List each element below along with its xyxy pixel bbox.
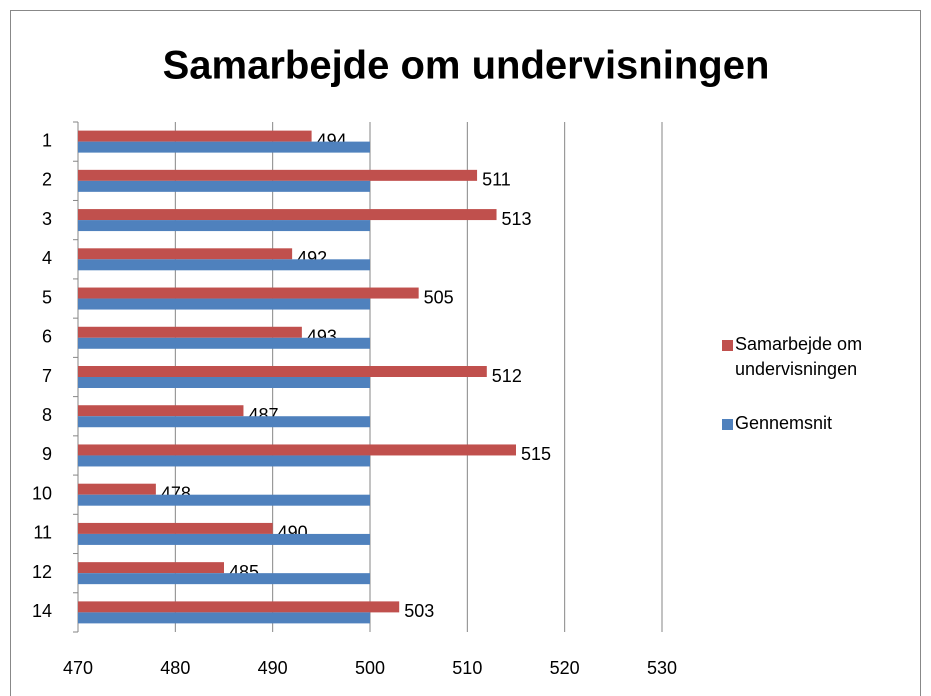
bar <box>78 180 370 192</box>
y-tick-label: 3 <box>42 209 52 229</box>
y-tick-label: 10 <box>32 483 52 503</box>
bar <box>78 444 516 456</box>
bar <box>78 337 370 349</box>
y-tick-label: 9 <box>42 444 52 464</box>
bar <box>78 494 370 506</box>
y-tick-label: 5 <box>42 287 52 307</box>
bar <box>78 416 370 428</box>
x-tick-label: 530 <box>647 658 677 678</box>
data-label: 515 <box>521 444 551 464</box>
bar <box>78 377 370 388</box>
bar <box>78 522 273 534</box>
bar <box>78 287 419 299</box>
x-tick-label: 500 <box>355 658 385 678</box>
bar <box>78 405 244 417</box>
y-tick-label: 2 <box>42 170 52 190</box>
bar <box>78 612 370 624</box>
x-tick-label: 490 <box>258 658 288 678</box>
legend-label: Samarbejde om undervisningen <box>735 334 863 379</box>
y-tick-label: 1 <box>42 130 52 150</box>
y-tick-label: 4 <box>42 248 52 268</box>
data-label: 512 <box>492 366 522 386</box>
chart-title: Samarbejde om undervisningen <box>163 44 770 88</box>
x-tick-label: 480 <box>160 658 190 678</box>
legend-label: Gennemsnit <box>735 413 833 433</box>
y-tick-label: 11 <box>33 523 52 543</box>
bar <box>78 562 224 574</box>
y-tick-label: 14 <box>32 601 52 621</box>
data-label: 513 <box>502 209 532 229</box>
bar <box>78 298 370 310</box>
data-label: 511 <box>482 170 511 190</box>
data-label: 505 <box>424 287 454 307</box>
bar <box>78 130 312 142</box>
bar <box>78 455 370 467</box>
bar <box>78 483 156 495</box>
bar <box>78 220 370 232</box>
bar <box>78 248 293 260</box>
y-tick-label: 8 <box>42 405 52 425</box>
y-tick-label: 7 <box>42 366 52 386</box>
legend-swatch <box>722 419 733 430</box>
bar <box>78 573 370 585</box>
data-label: 503 <box>404 601 434 621</box>
bar <box>78 259 370 271</box>
bar <box>78 209 497 221</box>
bar <box>78 366 487 377</box>
x-tick-label: 470 <box>63 658 93 678</box>
y-tick-label: 6 <box>42 327 52 347</box>
bar <box>78 169 478 181</box>
y-tick-label: 12 <box>32 562 52 582</box>
chart-border <box>10 10 921 696</box>
bar <box>78 141 370 153</box>
bar <box>78 601 400 613</box>
bar <box>78 326 302 338</box>
x-tick-label: 510 <box>452 658 482 678</box>
x-tick-label: 520 <box>550 658 580 678</box>
bar <box>78 533 370 545</box>
legend-swatch <box>722 340 733 351</box>
